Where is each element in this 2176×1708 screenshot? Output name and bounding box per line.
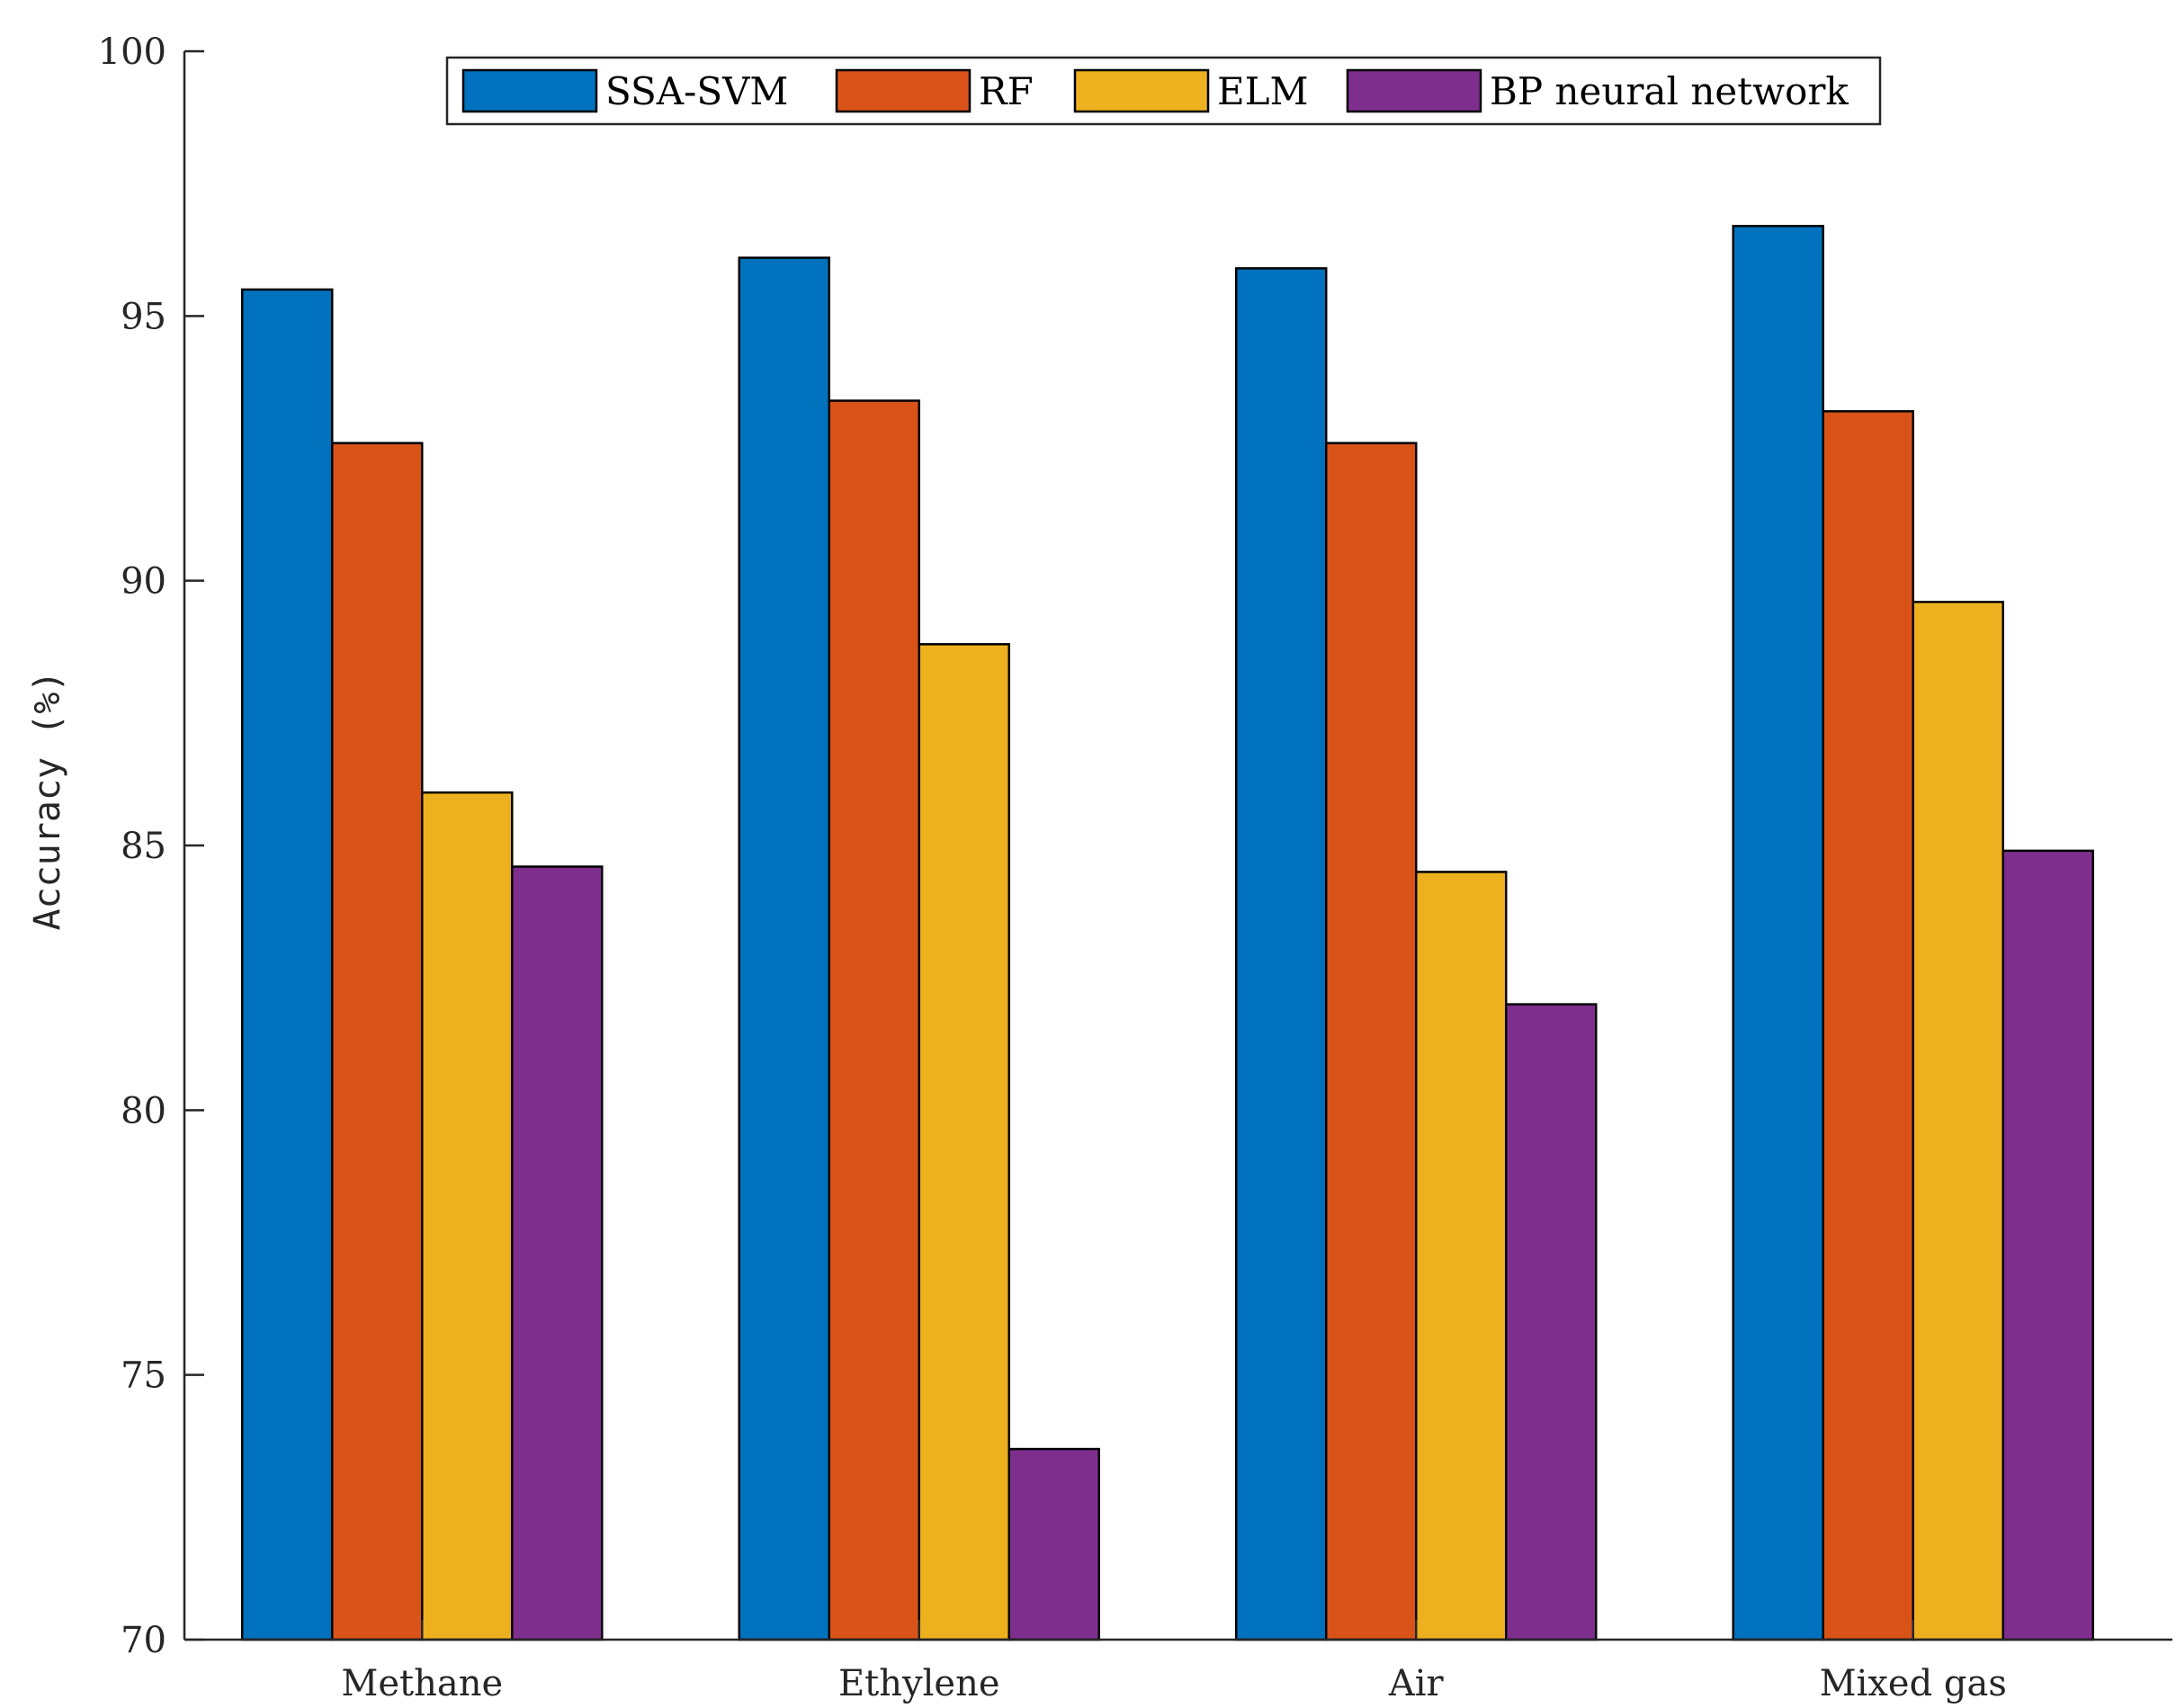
- bar-elm-mixed-gas: [1912, 600, 2004, 1641]
- bar-elm-ethylene: [918, 643, 1010, 1641]
- bars-layer: [241, 225, 2094, 1641]
- legend-swatch-elm: [1073, 68, 1210, 113]
- y-ticks: 70 75 80 85 90 95 100: [98, 31, 204, 1661]
- legend-label-ssa-svm: SSA-SVM: [605, 69, 788, 113]
- bar-bp-neural-network-ethylene: [1007, 1447, 1100, 1641]
- bar-rf-ethylene: [828, 399, 920, 1641]
- bar-bp-neural-network-methane: [511, 865, 604, 1641]
- bar-elm-air: [1415, 871, 1508, 1641]
- x-tick-label: Methane: [341, 1663, 503, 1704]
- legend-swatch-bp-neural-network: [1346, 68, 1482, 113]
- y-tick-label: 90: [121, 561, 166, 603]
- x-tick-label: Ethylene: [838, 1663, 1000, 1704]
- bar-ssa-svm-air: [1235, 267, 1328, 1641]
- legend-label-elm: ELM: [1217, 69, 1309, 113]
- x-tick-label: Mixed gas: [1820, 1663, 2007, 1704]
- bar-bp-neural-network-mixed-gas: [2001, 849, 2094, 1641]
- y-tick-label: 95: [121, 296, 166, 337]
- y-tick-label: 85: [121, 826, 166, 867]
- y-tick-label: 70: [121, 1620, 166, 1661]
- y-tick-label: 80: [121, 1090, 166, 1131]
- bar-ssa-svm-mixed-gas: [1732, 225, 1824, 1641]
- y-tick-label: 100: [98, 31, 166, 73]
- legend-label-bp-neural-network: BP neural network: [1490, 69, 1849, 113]
- legend: SSA-SVM RF ELM BP neural network: [445, 56, 1882, 126]
- y-axis-label: Accuracy (%): [27, 671, 68, 931]
- bar-ssa-svm-methane: [241, 288, 334, 1641]
- legend-swatch-ssa-svm: [461, 68, 598, 113]
- x-ticks: Methane Ethylene Air Mixed gas: [341, 1620, 2007, 1704]
- bar-bp-neural-network-air: [1505, 1003, 1598, 1641]
- bar-rf-mixed-gas: [1822, 410, 1914, 1641]
- legend-swatch-rf: [835, 68, 972, 113]
- bar-rf-methane: [331, 442, 424, 1641]
- bar-elm-methane: [421, 791, 514, 1641]
- legend-label-rf: RF: [979, 69, 1034, 113]
- x-tick-label: Air: [1388, 1663, 1445, 1704]
- bar-ssa-svm-ethylene: [738, 256, 830, 1641]
- bar-rf-air: [1325, 442, 1418, 1641]
- y-tick-label: 75: [121, 1355, 166, 1397]
